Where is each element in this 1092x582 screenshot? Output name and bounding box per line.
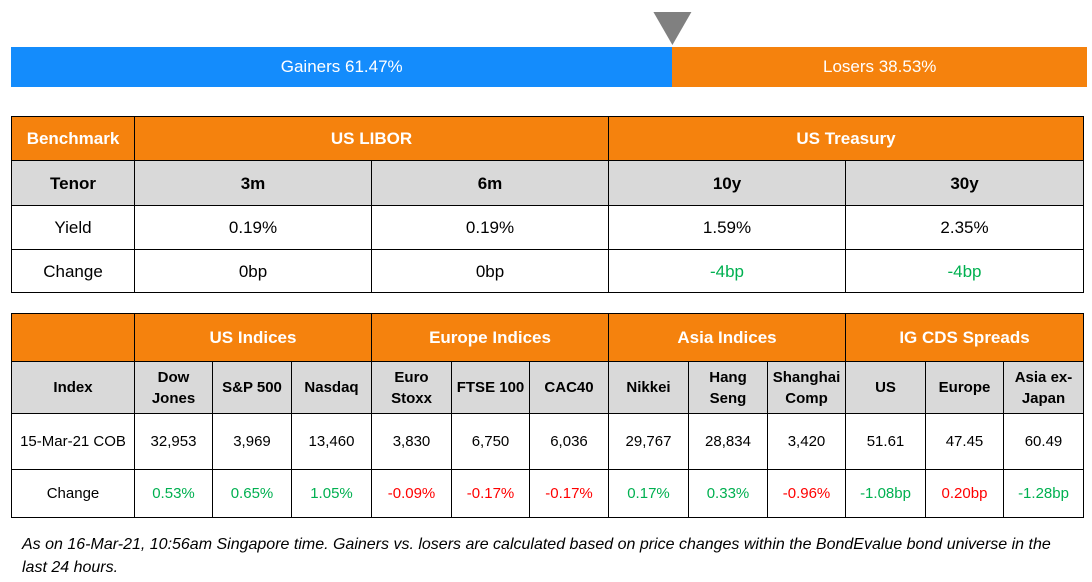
header-cell: US Treasury (608, 116, 1084, 161)
data-cell: 0.19% (371, 205, 609, 250)
data-cell: 3,830 (371, 413, 452, 470)
column-header: US (845, 361, 926, 414)
data-cell: 51.61 (845, 413, 926, 470)
data-cell: 13,460 (291, 413, 372, 470)
group-header: US Indices (134, 313, 372, 362)
column-header: Nasdaq (291, 361, 372, 414)
column-header: Euro Stoxx (371, 361, 452, 414)
column-header: Index (11, 361, 135, 414)
losers-bar: Losers 38.53% (672, 47, 1087, 87)
group-header: Europe Indices (371, 313, 609, 362)
tenor-cell: 6m (371, 160, 609, 206)
data-cell: -1.28bp (1003, 469, 1084, 518)
tenor-cell: 10y (608, 160, 846, 206)
data-cell: Change (11, 469, 135, 518)
data-cell: 28,834 (688, 413, 768, 470)
data-cell: 6,750 (451, 413, 530, 470)
header-cell: US LIBOR (134, 116, 609, 161)
header-cell: Benchmark (11, 116, 135, 161)
column-header: CAC40 (529, 361, 609, 414)
data-cell: Change (11, 249, 135, 293)
data-cell: 0bp (134, 249, 372, 293)
data-cell: -1.08bp (845, 469, 926, 518)
tenor-cell: Tenor (11, 160, 135, 206)
data-cell: 15-Mar-21 COB (11, 413, 135, 470)
data-cell: 0.19% (134, 205, 372, 250)
data-cell: 47.45 (925, 413, 1004, 470)
data-cell: -0.17% (529, 469, 609, 518)
data-cell: 1.05% (291, 469, 372, 518)
column-header: S&P 500 (212, 361, 292, 414)
column-header: FTSE 100 (451, 361, 530, 414)
marker-layer (653, 12, 692, 45)
data-cell: 29,767 (608, 413, 689, 470)
data-cell: 0.33% (688, 469, 768, 518)
column-header: Nikkei (608, 361, 689, 414)
tenor-cell: 30y (845, 160, 1084, 206)
data-cell: -4bp (845, 249, 1084, 293)
data-cell: -0.17% (451, 469, 530, 518)
data-cell: 3,969 (212, 413, 292, 470)
data-cell: -4bp (608, 249, 846, 293)
column-header: Europe (925, 361, 1004, 414)
data-cell: 0.65% (212, 469, 292, 518)
column-header: Asia ex-Japan (1003, 361, 1084, 414)
data-cell: 32,953 (134, 413, 213, 470)
data-cell: 0.17% (608, 469, 689, 518)
data-cell: 6,036 (529, 413, 609, 470)
group-header: Asia Indices (608, 313, 846, 362)
column-header: Dow Jones (134, 361, 213, 414)
data-cell: 3,420 (767, 413, 846, 470)
group-header: IG CDS Spreads (845, 313, 1084, 362)
data-cell: 0.53% (134, 469, 213, 518)
data-cell: 0.20bp (925, 469, 1004, 518)
split-marker (653, 12, 692, 45)
data-cell: 60.49 (1003, 413, 1084, 470)
data-cell: 1.59% (608, 205, 846, 250)
data-cell: Yield (11, 205, 135, 250)
tenor-cell: 3m (134, 160, 372, 206)
footnote: As on 16-Mar-21, 10:56am Singapore time.… (22, 536, 1051, 576)
column-header: Hang Seng (688, 361, 768, 414)
data-cell: -0.96% (767, 469, 846, 518)
header-blank (11, 313, 135, 362)
data-cell: -0.09% (371, 469, 452, 518)
column-header: Shanghai Comp (767, 361, 846, 414)
gainers-bar: Gainers 61.47% (11, 47, 673, 87)
data-cell: 2.35% (845, 205, 1084, 250)
data-cell: 0bp (371, 249, 609, 293)
